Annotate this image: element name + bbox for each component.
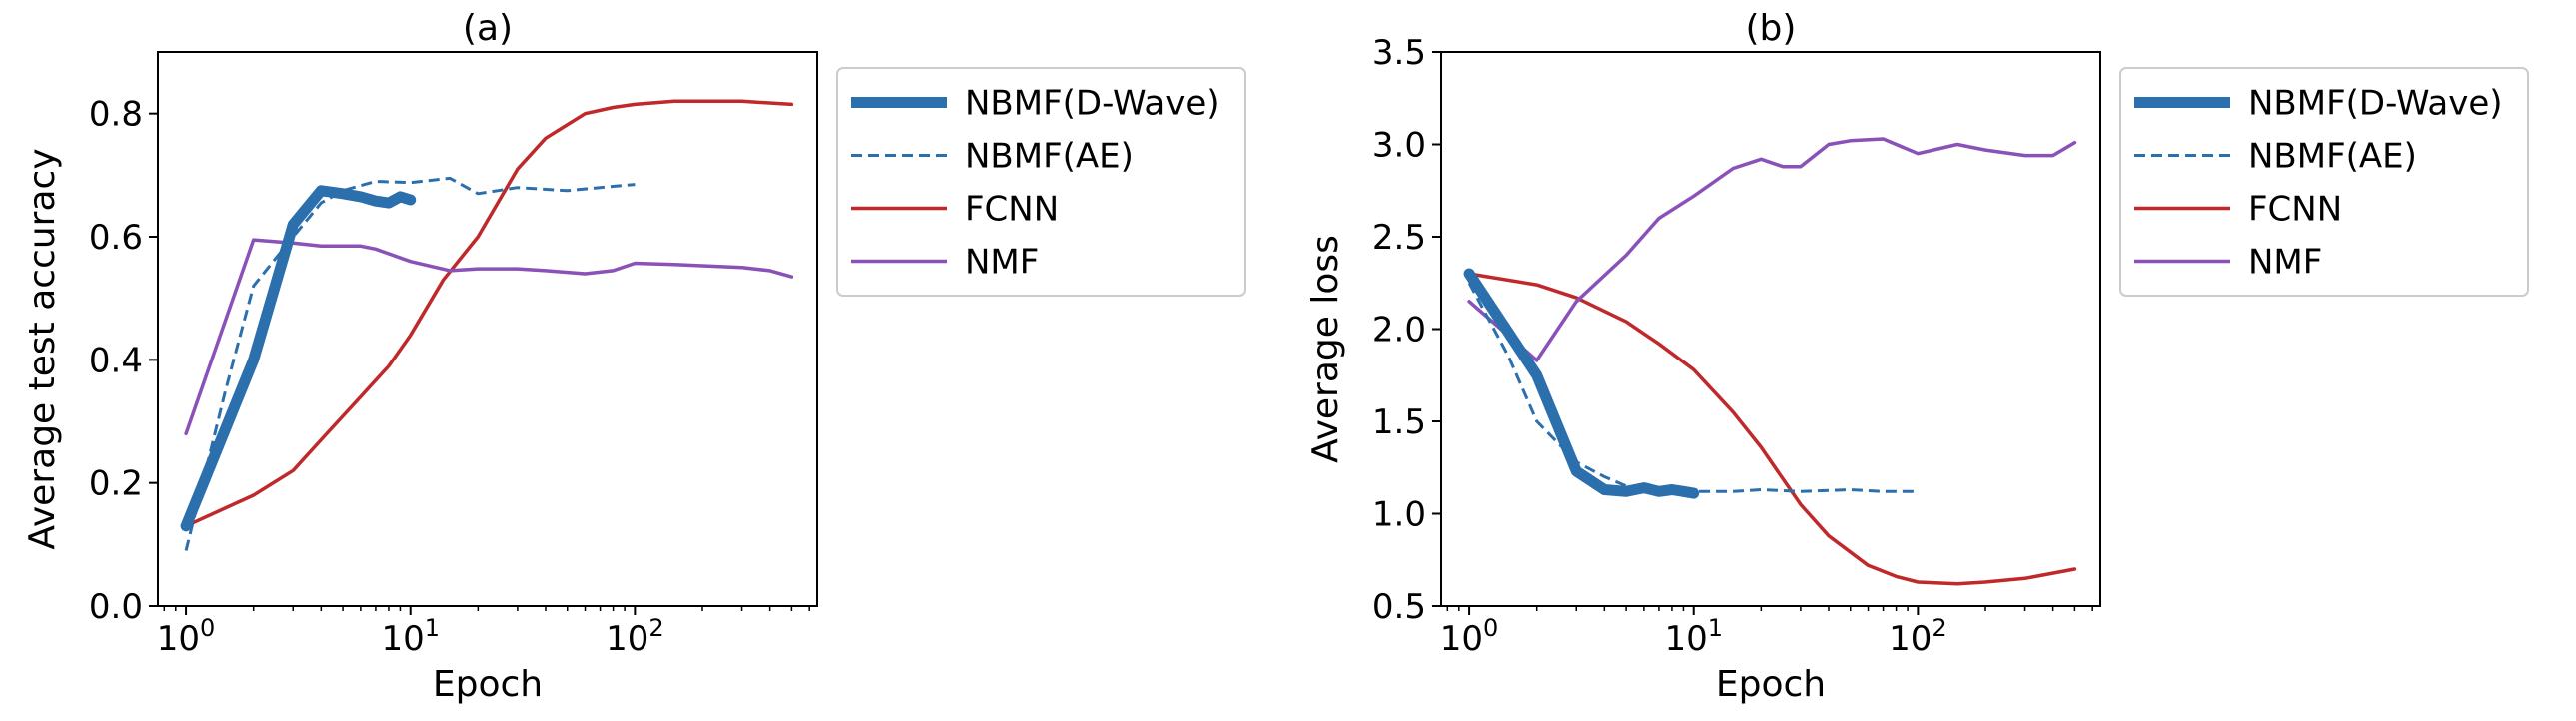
- y-tick-label: 0.2: [89, 464, 143, 504]
- plot-frame: [1440, 51, 2101, 607]
- x-tick-label: 102: [1889, 614, 1947, 659]
- series-line-nbmf-d-wave: [180, 185, 417, 532]
- y-tick-label: 3.0: [1372, 126, 1426, 166]
- legend-label: FCNN: [2248, 190, 2342, 230]
- x-tick-label: 101: [1664, 614, 1723, 659]
- legend-label: FCNN: [965, 190, 1059, 230]
- legend: NBMF(D-Wave) NBMF(AE) FCNN NMF: [836, 67, 1246, 297]
- x-axis-label: Epoch: [1716, 664, 1826, 705]
- x-tick-label: 100: [1440, 614, 1499, 659]
- legend-box: [2119, 67, 2529, 297]
- legend-label: NBMF(D-Wave): [2248, 84, 2503, 124]
- x-axis-label: Epoch: [433, 664, 543, 705]
- legend: NBMF(D-Wave) NBMF(AE) FCNN NMF: [2119, 67, 2529, 297]
- y-tick-label: 0.0: [89, 587, 143, 627]
- legend-label: NBMF(AE): [965, 137, 1134, 177]
- x-tick-label: 102: [606, 614, 664, 659]
- y-tick-label: 0.6: [89, 218, 143, 258]
- series-line-nmf: [1467, 137, 2077, 362]
- legend-box: [836, 67, 1246, 297]
- y-tick-label: 0.5: [1372, 587, 1426, 627]
- y-tick-label: 2.0: [1372, 311, 1426, 351]
- series-line-nbmf-ae: [1467, 282, 1919, 493]
- legend-label: NMF: [965, 243, 1039, 283]
- chart-panel-1: 0.0 0.2 0.4 0.6 0.8 100 101 102 (a) Epoch Average …: [22, 8, 1246, 705]
- y-tick-label: 3.5: [1372, 33, 1426, 73]
- series-line-fcnn: [1467, 272, 2077, 586]
- y-tick-label: 0.8: [89, 95, 143, 135]
- y-axis-label: Average test accuracy: [22, 148, 63, 549]
- chart-panel-2: 0.5 1.0 1.5 2.0 2.5 3.0 3.5 100 101 102 (b) Epoch Av…: [1305, 8, 2529, 705]
- legend-label: NMF: [2248, 243, 2322, 283]
- legend-label: NBMF(D-Wave): [965, 84, 1220, 124]
- series-line-fcnn: [184, 99, 794, 528]
- plot-frame: [157, 51, 818, 607]
- y-tick-label: 2.5: [1372, 218, 1426, 258]
- series-group: [1463, 137, 2077, 586]
- x-tick-label: 101: [381, 614, 440, 659]
- y-tick-label: 1.0: [1372, 495, 1426, 535]
- legend-label: NBMF(AE): [2248, 137, 2417, 177]
- chart-title: (b): [1746, 8, 1797, 49]
- y-tick-label: 1.5: [1372, 402, 1426, 442]
- series-line-nmf: [184, 238, 794, 436]
- x-tick-label: 100: [157, 614, 216, 659]
- series-group: [180, 99, 794, 551]
- series-line-nbmf-d-wave: [1463, 268, 1700, 499]
- chart-title: (a): [463, 8, 513, 49]
- y-tick-label: 0.4: [89, 341, 143, 380]
- y-axis-label: Average loss: [1305, 235, 1346, 463]
